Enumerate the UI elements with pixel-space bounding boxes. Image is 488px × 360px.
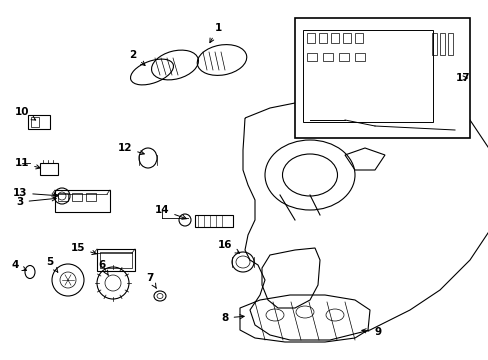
Bar — [447, 33, 452, 55]
Bar — [58, 193, 68, 201]
Text: 5: 5 — [46, 257, 58, 272]
Bar — [323, 53, 332, 61]
Text: 9: 9 — [361, 327, 381, 337]
Bar — [294, 18, 469, 138]
Bar — [86, 193, 96, 201]
Bar — [306, 53, 316, 61]
Bar — [97, 249, 135, 271]
Text: 7: 7 — [146, 273, 156, 288]
Text: 10: 10 — [15, 107, 36, 120]
Text: 6: 6 — [98, 260, 108, 275]
Bar — [439, 33, 444, 55]
Bar — [303, 30, 432, 122]
Bar — [318, 33, 326, 43]
Text: 1: 1 — [209, 23, 221, 42]
Bar — [354, 53, 364, 61]
Bar — [31, 117, 39, 127]
Text: 8: 8 — [221, 313, 244, 323]
Text: 17: 17 — [455, 73, 469, 83]
Text: 12: 12 — [118, 143, 144, 155]
Bar — [338, 53, 348, 61]
Bar — [195, 215, 232, 227]
Text: 13: 13 — [13, 188, 58, 198]
Text: 14: 14 — [154, 205, 186, 219]
Bar — [100, 252, 132, 268]
Bar — [28, 115, 50, 129]
Text: 4: 4 — [11, 260, 26, 270]
Text: 3: 3 — [16, 197, 56, 207]
Text: 16: 16 — [217, 240, 239, 253]
Bar — [72, 193, 82, 201]
Text: 2: 2 — [129, 50, 145, 66]
Bar — [40, 163, 58, 175]
Bar — [431, 33, 436, 55]
Bar — [306, 33, 314, 43]
Text: 15: 15 — [71, 243, 96, 255]
Bar — [354, 33, 362, 43]
Bar — [330, 33, 338, 43]
Bar — [55, 190, 110, 212]
Bar — [342, 33, 350, 43]
Text: 11: 11 — [15, 158, 40, 169]
